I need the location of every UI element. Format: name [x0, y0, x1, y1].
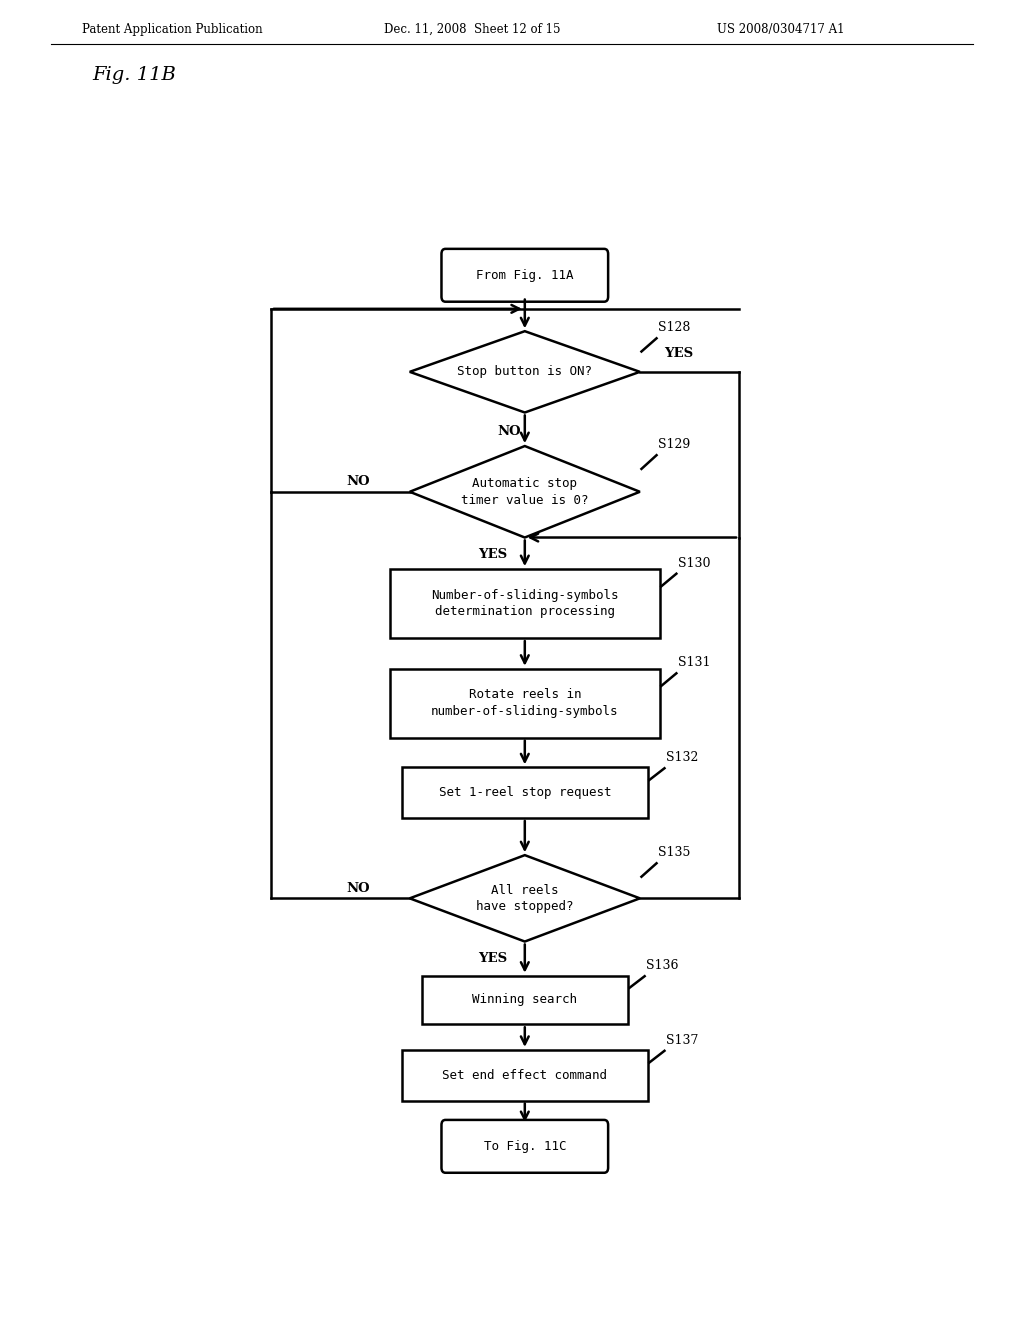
Text: S128: S128	[658, 321, 690, 334]
Text: All reels
have stopped?: All reels have stopped?	[476, 883, 573, 913]
Text: S135: S135	[658, 846, 690, 859]
Text: Patent Application Publication: Patent Application Publication	[82, 22, 262, 36]
Text: NO: NO	[346, 475, 370, 488]
Text: YES: YES	[664, 347, 693, 359]
Text: S130: S130	[678, 557, 711, 570]
Text: Automatic stop
timer value is 0?: Automatic stop timer value is 0?	[461, 477, 589, 507]
Text: Set end effect command: Set end effect command	[442, 1069, 607, 1081]
Text: Winning search: Winning search	[472, 994, 578, 1006]
Text: US 2008/0304717 A1: US 2008/0304717 A1	[717, 22, 845, 36]
Text: S137: S137	[666, 1034, 698, 1047]
Bar	[390, 669, 659, 738]
Text: YES: YES	[478, 548, 508, 561]
Text: Fig. 11B: Fig. 11B	[92, 66, 176, 84]
Text: Stop button is ON?: Stop button is ON?	[458, 366, 592, 379]
Text: NO: NO	[497, 425, 521, 438]
Text: S129: S129	[658, 438, 690, 451]
Text: S131: S131	[678, 656, 711, 669]
Bar	[401, 1049, 648, 1101]
Bar	[401, 767, 648, 818]
Text: Rotate reels in
number-of-sliding-symbols: Rotate reels in number-of-sliding-symbol…	[431, 689, 618, 718]
Text: S136: S136	[646, 960, 679, 972]
Text: Dec. 11, 2008  Sheet 12 of 15: Dec. 11, 2008 Sheet 12 of 15	[384, 22, 560, 36]
Text: S132: S132	[666, 751, 698, 764]
Text: NO: NO	[346, 882, 370, 895]
Text: From Fig. 11A: From Fig. 11A	[476, 269, 573, 281]
Text: Set 1-reel stop request: Set 1-reel stop request	[438, 787, 611, 799]
Bar	[422, 975, 628, 1024]
Text: YES: YES	[478, 952, 508, 965]
Text: Number-of-sliding-symbols
determination processing: Number-of-sliding-symbols determination …	[431, 589, 618, 618]
Text: To Fig. 11C: To Fig. 11C	[483, 1140, 566, 1152]
Bar	[390, 569, 659, 638]
